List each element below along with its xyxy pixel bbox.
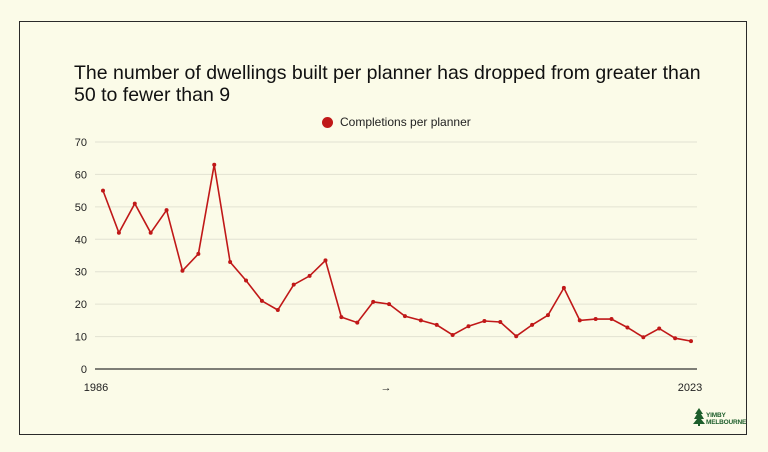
data-point [259, 298, 264, 303]
y-tick-label: 60 [75, 169, 87, 181]
data-point [641, 335, 646, 340]
data-point [291, 282, 296, 287]
data-point [625, 325, 630, 330]
data-point [402, 314, 407, 319]
data-point [434, 322, 439, 327]
data-point [450, 332, 455, 337]
yimby-melbourne-logo: YIMBY MELBOURNE [693, 408, 746, 426]
data-point [228, 259, 233, 264]
data-point [164, 208, 169, 213]
data-point [593, 317, 598, 322]
y-tick-label: 30 [75, 267, 87, 279]
legend-label: Completions per planner [340, 115, 471, 129]
chart-frame [19, 21, 747, 435]
data-point [180, 268, 185, 273]
data-point [418, 318, 423, 323]
data-point [657, 326, 662, 331]
series-line [102, 164, 692, 342]
data-point [116, 230, 121, 235]
logo-text-line2: MELBOURNE [706, 418, 747, 426]
data-point [148, 230, 153, 235]
data-point [339, 315, 344, 320]
data-point [545, 313, 550, 318]
data-point [101, 188, 105, 193]
data-point [387, 302, 392, 307]
data-point [673, 336, 678, 341]
data-point [689, 339, 693, 344]
data-point [323, 258, 328, 263]
chart-title: The number of dwellings built per planne… [74, 62, 701, 106]
y-tick-label: 10 [75, 332, 87, 344]
data-point [132, 201, 137, 206]
data-point [514, 334, 519, 339]
data-point [498, 319, 503, 324]
data-point [530, 322, 535, 327]
x-axis-arrow: → [381, 382, 392, 394]
legend-marker [322, 116, 333, 128]
data-point [212, 162, 217, 167]
data-point [482, 319, 487, 324]
tree-icon [693, 408, 705, 426]
logo-text-line1: YIMBY [706, 412, 726, 419]
x-tick-label-start: 1986 [84, 382, 108, 394]
data-point [577, 318, 582, 323]
x-tick-label-end: 2023 [678, 382, 702, 394]
data-point [466, 324, 471, 329]
y-tick-label: 20 [75, 299, 87, 311]
data-point [609, 317, 614, 322]
data-point [307, 273, 312, 278]
logo-text: YIMBY MELBOURNE [706, 412, 747, 426]
data-point [244, 278, 249, 283]
data-point [196, 251, 201, 256]
y-tick-label: 40 [75, 234, 87, 246]
data-point [355, 320, 360, 325]
data-point [371, 299, 376, 304]
y-tick-label: 70 [75, 137, 87, 149]
y-tick-label: 0 [81, 364, 87, 376]
legend: Completions per planner [322, 115, 471, 129]
data-point [275, 307, 280, 312]
data-point [561, 285, 566, 290]
y-tick-label: 50 [75, 202, 87, 214]
